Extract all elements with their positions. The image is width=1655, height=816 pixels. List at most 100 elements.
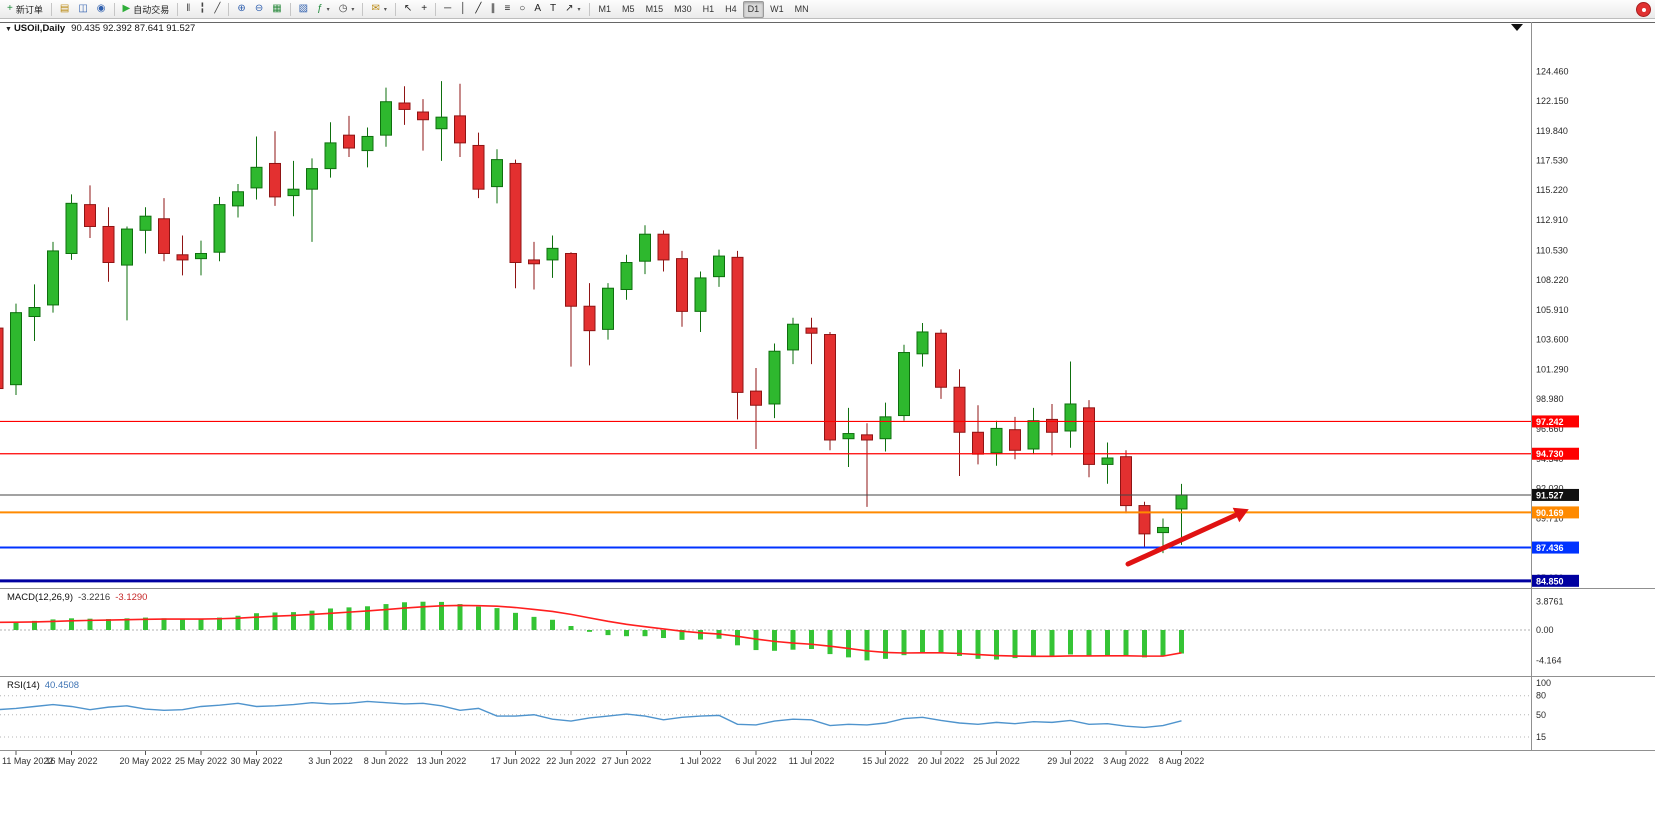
trend-arrow-annotation[interactable] [1125,507,1249,567]
rsi-indicator-label: RSI(14) 40.4508 [7,680,79,691]
svg-text:8 Jun 2022: 8 Jun 2022 [364,756,409,766]
svg-text:115.220: 115.220 [1536,185,1568,195]
fibonacci-icon: ≡ [504,3,511,14]
timeframe-button-m30[interactable]: M30 [674,4,692,14]
vertical-line-icon: │ [460,3,467,14]
templates-button[interactable]: ✉ ▾ [367,1,390,18]
timeframe-button-h4[interactable]: H4 [725,4,737,14]
new-chart-button[interactable]: ▤ [56,1,73,18]
zoom-out-icon: ⊖ [254,3,264,14]
svg-text:87.436: 87.436 [1536,543,1564,553]
price-axis[interactable]: 124.460 122.150 119.840 117.530 115.220 112.9… [1532,66,1579,742]
rsi-value: 40.4508 [44,680,80,691]
svg-text:25 May 2022: 25 May 2022 [175,756,227,766]
ellipse-icon: ○ [519,3,526,14]
timeframe-button-d1[interactable]: D1 [742,0,765,18]
candles-layer [0,81,1188,554]
dropdown-caret-icon: ▾ [383,6,387,13]
timeframe-button-mn[interactable]: MN [794,4,809,14]
timeframe-button-m15[interactable]: M15 [645,4,664,14]
profiles-icon: ◫ [78,3,88,14]
svg-text:0.00: 0.00 [1536,625,1554,635]
shapes-button[interactable]: ○ [515,1,529,18]
text-button[interactable]: A [530,1,545,18]
new-order-button-label: 新订单 [15,4,43,15]
crosshair-button[interactable]: + [417,1,431,18]
line-chart-button[interactable]: ╱ [210,1,224,18]
timeframe-button-m1[interactable]: M1 [598,4,612,14]
svg-text:101.290: 101.290 [1536,364,1569,374]
candlestick-chart-button[interactable]: ╏ [195,1,209,18]
indicators-button[interactable]: ƒ ▾ [313,1,334,18]
channel-button[interactable]: ∥ [486,1,499,18]
svg-text:96.660: 96.660 [1536,424,1564,434]
svg-text:108.220: 108.220 [1536,275,1569,285]
new-order-icon: + [7,3,13,14]
svg-text:11 May 2022: 11 May 2022 [2,756,53,766]
navigator-icon: ▧ [298,3,309,14]
collapse-arrow-icon[interactable]: ▼ [5,26,12,33]
navigator-button[interactable]: ▧ [295,1,312,18]
zoom-out-button[interactable]: ⊖ [251,1,267,18]
svg-text:6 Jul 2022: 6 Jul 2022 [735,756,777,766]
tile-windows-button[interactable]: ▦ [268,1,285,18]
trendline-icon: ╱ [475,3,482,14]
cursor-button[interactable]: ↖ [400,1,416,18]
alert-badge[interactable] [1636,2,1651,17]
dropdown-caret-icon: ▾ [577,6,581,13]
cursor-icon: ↖ [403,3,413,14]
dropdown-caret-icon: ▾ [351,6,355,13]
chart-shift-marker[interactable] [1511,24,1523,31]
svg-text:90.169: 90.169 [1536,508,1564,518]
signals-button[interactable]: ◉ [93,1,110,18]
svg-text:3.8761: 3.8761 [1536,597,1564,607]
zoom-in-button[interactable]: ⊕ [233,1,249,18]
svg-text:117.530: 117.530 [1536,156,1568,166]
svg-text:94.730: 94.730 [1536,449,1564,459]
text-label-button[interactable]: T [546,1,560,18]
horizontal-line-icon: ─ [444,3,452,14]
vline-button[interactable]: │ [456,1,470,18]
candlestick-icon: ╏ [199,3,206,14]
toolbar-separator [588,2,590,16]
ohlc-values: 90.435 92.392 87.641 91.527 [71,23,196,34]
mail-icon: ✉ [371,3,380,14]
new-order-button[interactable]: + 新订单 [3,1,47,18]
hline-button[interactable]: ─ [440,1,455,18]
macd-panel [0,601,1531,661]
fibonacci-button[interactable]: ≡ [500,1,514,18]
bar-chart-icon: ‖ [186,3,191,14]
toolbar-separator [177,2,179,16]
svg-text:50: 50 [1536,710,1546,720]
level-lines-layer[interactable] [0,420,1531,583]
bar-chart-button[interactable]: ‖ [182,1,194,18]
label-icon: T [550,3,557,14]
macd-indicator-label: MACD(12,26,9) -3.2216 -3.1290 [7,592,147,603]
svg-text:20 May 2022: 20 May 2022 [119,756,171,766]
svg-text:92.030: 92.030 [1536,483,1564,493]
svg-text:13 Jun 2022: 13 Jun 2022 [417,756,467,766]
svg-text:3 Aug 2022: 3 Aug 2022 [1103,756,1149,766]
rsi-name: RSI(14) [7,680,40,691]
chart-symbol-header: ▼ USOil,Daily 90.435 92.392 87.641 91.527 [5,23,195,34]
toolbar-separator [113,2,115,16]
svg-text:-4.164: -4.164 [1536,655,1562,665]
indicators-icon: ƒ [317,3,323,14]
autotrading-button[interactable]: ▶ 自动交易 [119,1,174,18]
toolbar-separator [228,2,230,16]
profiles-button[interactable]: ◫ [74,1,91,18]
macd-name: MACD(12,26,9) [7,592,73,603]
timeframe-button-w1[interactable]: W1 [770,4,784,14]
svg-text:27 Jun 2022: 27 Jun 2022 [602,756,652,766]
period-button[interactable]: ◷ ▾ [335,1,359,18]
svg-text:124.460: 124.460 [1536,66,1569,76]
svg-text:8 Aug 2022: 8 Aug 2022 [1159,756,1205,766]
timeframe-button-h1[interactable]: H1 [702,4,715,14]
trendline-button[interactable]: ╱ [471,1,485,18]
arrows-button[interactable]: ↗ ▾ [561,1,584,18]
timeframe-button-m5[interactable]: M5 [622,4,635,14]
svg-text:112.910: 112.910 [1536,215,1568,225]
macd-main-value: -3.2216 [78,592,111,603]
price-chart[interactable]: 124.460 122.150 119.840 117.530 115.220 112.9… [0,18,1655,816]
